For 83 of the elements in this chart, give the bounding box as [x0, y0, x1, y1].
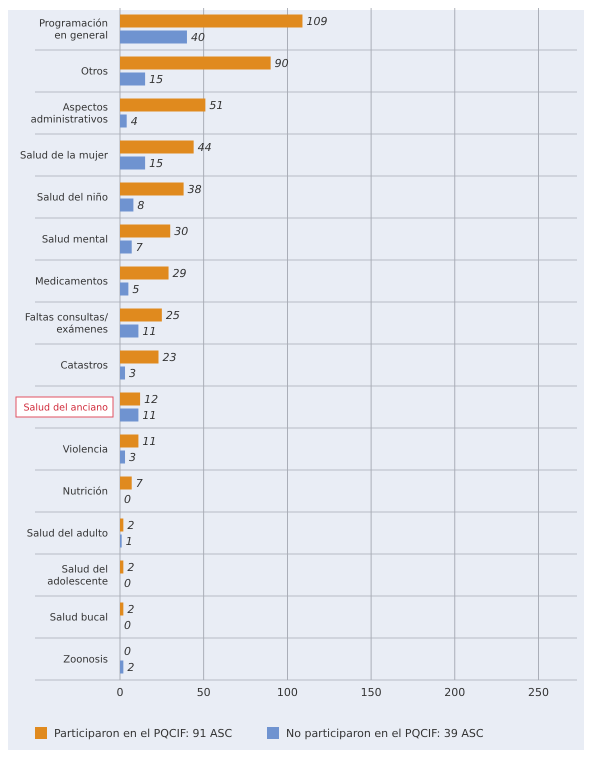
data-label: 0	[124, 492, 131, 506]
y-tick-label: Nutrición	[62, 486, 108, 498]
bar	[120, 392, 140, 406]
bar	[120, 198, 134, 212]
bar	[120, 56, 271, 70]
bar	[120, 660, 124, 674]
y-tick-label: Salud bucal	[50, 612, 108, 624]
data-label: 1	[126, 534, 133, 548]
y-tick-label: Zoonosis	[63, 654, 108, 666]
bar	[120, 156, 146, 170]
data-label: 11	[142, 324, 156, 338]
bar	[120, 324, 138, 338]
data-label: 15	[149, 156, 164, 170]
bar	[120, 140, 194, 154]
data-label: 15	[149, 72, 164, 86]
bar	[120, 72, 146, 86]
y-tick-label: Salud del adolescente	[47, 564, 108, 588]
data-label: 51	[209, 98, 224, 112]
y-tick-label: Faltas consultas/ exámenes	[24, 312, 109, 336]
bar	[120, 282, 128, 296]
data-label: 3	[129, 450, 136, 464]
x-tick-label: 150	[360, 686, 382, 699]
x-tick-label: 250	[528, 686, 549, 699]
data-label: 30	[174, 224, 188, 238]
data-label: 7	[136, 476, 143, 490]
bar	[120, 450, 126, 464]
bar	[120, 30, 187, 44]
bar	[120, 476, 132, 490]
y-tick-label: Salud del niño	[36, 192, 108, 204]
y-tick-label: Aspectos administrativos	[30, 102, 108, 126]
y-tick-label: Salud mental	[42, 234, 108, 246]
data-label: 44	[198, 140, 212, 154]
bar	[120, 224, 170, 238]
data-label: 90	[274, 56, 289, 70]
bar	[120, 602, 124, 616]
data-label: 4	[130, 114, 138, 128]
y-tick-label: Violencia	[62, 444, 108, 456]
legend-label: Participaron en el PQCIF: 91 ASC	[54, 726, 233, 740]
data-label: 12	[144, 392, 158, 406]
data-label: 25	[166, 308, 180, 322]
y-tick-label: Catastros	[60, 360, 108, 372]
data-label: 23	[162, 350, 176, 364]
y-tick-label: Otros	[80, 66, 108, 78]
data-label: 7	[136, 240, 143, 254]
data-label: 8	[137, 198, 144, 212]
x-tick-label: 200	[444, 686, 466, 699]
bar	[120, 98, 206, 112]
data-label: 109	[306, 14, 328, 28]
data-label: 0	[124, 576, 131, 590]
bar	[120, 434, 138, 448]
bar	[120, 366, 126, 380]
bar	[120, 308, 162, 322]
y-tick-label: Programación en general	[38, 18, 108, 42]
bar	[120, 350, 158, 364]
data-label: 2	[127, 518, 134, 532]
x-tick-label: 100	[276, 686, 298, 699]
x-tick-label: 0	[116, 686, 124, 699]
y-tick-label: Salud del adulto	[26, 528, 108, 540]
y-tick-label: Salud del anciano	[24, 402, 108, 414]
legend-label: No participaron en el PQCIF: 39 ASC	[286, 726, 484, 740]
bar	[120, 114, 127, 128]
bar	[120, 182, 184, 196]
x-tick-label: 50	[196, 686, 211, 699]
y-tick-label: Salud de la mujer	[20, 150, 109, 162]
data-label: 40	[190, 30, 205, 44]
data-label: 2	[127, 602, 134, 616]
data-label: 3	[129, 366, 136, 380]
bar	[120, 408, 138, 422]
data-label: 2	[127, 560, 134, 574]
bar	[120, 14, 302, 28]
data-label: 0	[124, 644, 131, 658]
data-label: 11	[142, 434, 156, 448]
data-label: 2	[127, 660, 134, 674]
data-label: 29	[172, 266, 187, 280]
bar	[120, 518, 124, 532]
data-label: 38	[188, 182, 202, 196]
y-tick-label: Medicamentos	[34, 276, 108, 288]
data-label: 0	[124, 618, 131, 632]
bar	[120, 560, 124, 574]
data-label: 11	[142, 408, 156, 422]
bar	[120, 266, 169, 280]
data-label: 5	[132, 282, 140, 296]
bar	[120, 240, 132, 254]
